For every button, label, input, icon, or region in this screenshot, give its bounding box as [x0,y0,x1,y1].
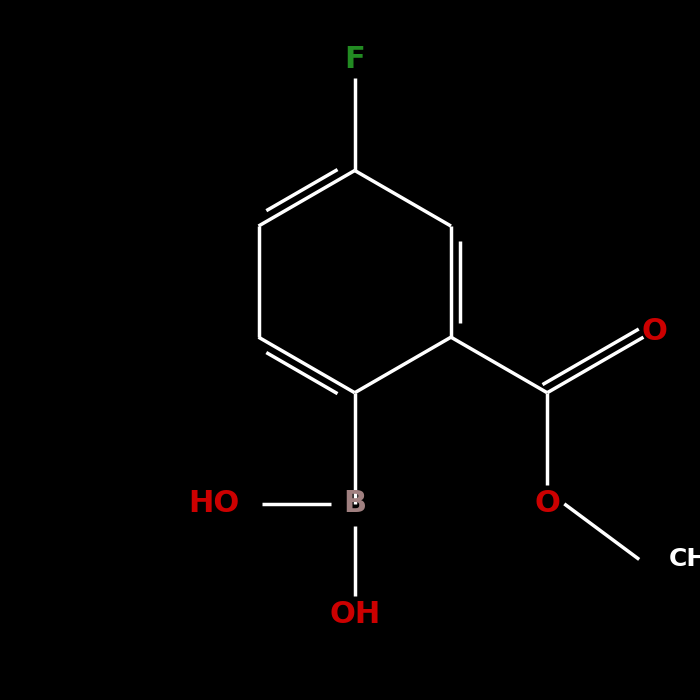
Text: O: O [642,316,668,346]
Text: CH₃: CH₃ [669,547,700,571]
Text: HO: HO [188,489,239,519]
Text: O: O [534,489,560,519]
Text: F: F [344,45,365,74]
Text: B: B [343,489,366,519]
Text: OH: OH [329,601,380,629]
